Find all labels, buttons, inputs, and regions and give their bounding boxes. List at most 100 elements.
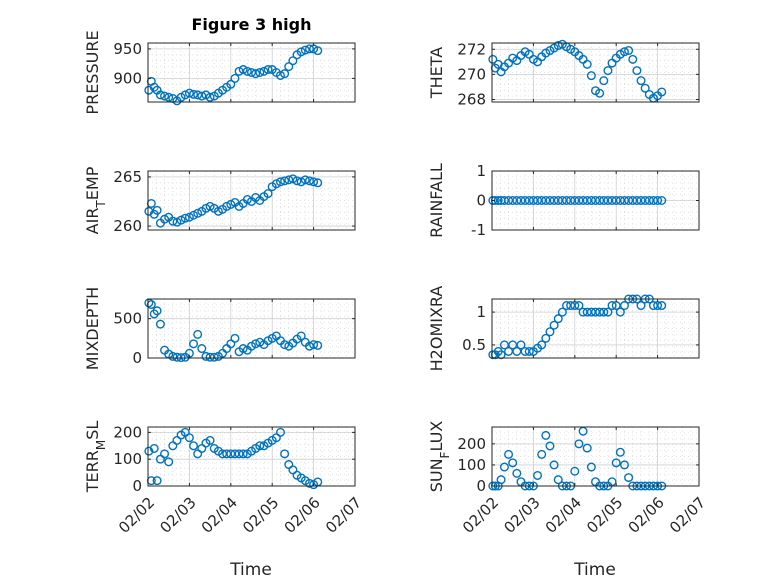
data-point-air-temp [226, 199, 236, 209]
y-tick-label-pressure: 900 [113, 69, 142, 87]
data-point-theta [599, 76, 609, 86]
data-point-theta [636, 76, 646, 86]
y-tick-label-air-temp: 260 [113, 217, 142, 235]
y-tick-label-terr-msl: 200 [113, 423, 142, 441]
data-point-h2omixra [541, 333, 551, 343]
data-point-sun-flux [499, 462, 509, 472]
x-tick-label-terr-msl: 02/03 [156, 494, 199, 537]
data-point-theta [553, 41, 563, 51]
data-point-pressure [149, 82, 159, 92]
data-point-pressure [255, 67, 265, 77]
data-point-air-temp [288, 174, 298, 184]
x-tick-label-terr-msl: 02/05 [239, 494, 282, 537]
data-point-sun-flux [570, 466, 580, 476]
data-point-air-temp [222, 201, 232, 211]
data-point-air-temp [296, 177, 306, 187]
x-tick-label-sun-flux: 02/04 [542, 494, 585, 537]
y-tick-label-terr-msl: 100 [113, 450, 142, 468]
data-point-sun-flux [624, 473, 634, 483]
data-point-pressure [230, 73, 240, 83]
data-point-mixdepth [280, 340, 290, 350]
data-point-air-temp [271, 179, 281, 189]
data-point-h2omixra [574, 301, 584, 311]
data-point-mixdepth [313, 340, 323, 350]
data-point-theta [586, 71, 596, 81]
y-axis-label-sun-flux: SUNFLUX [427, 421, 452, 493]
axes-frame-mixdepth [147, 298, 356, 359]
data-point-sun-flux [533, 470, 543, 480]
data-point-pressure [280, 69, 290, 79]
y-tick-label-air-temp: 265 [113, 168, 142, 186]
y-tick-label-theta: 270 [457, 65, 486, 83]
axes-frame-sun-flux [491, 426, 700, 487]
data-point-rainfall [657, 195, 667, 205]
x-axis-label-left: Time [229, 560, 272, 580]
axes-frame-terr-msl [147, 426, 356, 487]
data-point-sun-flux [553, 475, 563, 485]
subplot-mixdepth: 0 500 MIXDEPTH [83, 287, 356, 370]
y-tick-label-sun-flux: 0 [476, 477, 486, 495]
data-point-h2omixra [557, 307, 567, 317]
data-point-theta [657, 87, 667, 97]
data-point-h2omixra [615, 307, 625, 317]
y-axis-label-rainfall: RAINFALL [427, 163, 446, 238]
data-point-mixdepth [189, 339, 199, 349]
data-point-pressure [263, 65, 273, 75]
data-point-air-temp [205, 201, 215, 211]
data-point-mixdepth [205, 352, 215, 362]
data-point-h2omixra [657, 301, 667, 311]
data-point-pressure [184, 88, 194, 98]
data-point-air-temp [280, 176, 290, 186]
x-tick-label-sun-flux: 02/03 [500, 494, 543, 537]
data-point-sun-flux [615, 447, 625, 457]
data-point-sun-flux [496, 475, 506, 485]
data-point-pressure [304, 44, 314, 54]
data-point-air-temp [213, 206, 223, 216]
y-tick-label-theta: 272 [457, 40, 486, 58]
data-point-air-temp [180, 213, 190, 223]
data-point-theta [595, 88, 605, 98]
subplot-rainfall: -1 0 1 RAINFALL [427, 162, 700, 239]
data-point-air-temp [193, 208, 203, 218]
data-point-terr-msl [189, 441, 199, 451]
data-point-mixdepth [296, 331, 306, 341]
data-point-terr-msl [184, 433, 194, 443]
y-tick-label-rainfall: -1 [471, 221, 486, 239]
data-point-sun-flux [574, 439, 584, 449]
data-point-pressure [313, 46, 323, 56]
data-point-mixdepth [201, 351, 211, 361]
data-point-sun-flux [541, 430, 551, 440]
data-point-terr-msl [149, 443, 159, 453]
subplot-air-temp: 260 265 AIRTEMP [83, 166, 356, 235]
data-point-h2omixra [553, 314, 563, 324]
data-point-mixdepth [251, 339, 261, 349]
data-point-air-temp [309, 177, 319, 187]
data-point-air-temp [160, 214, 170, 224]
data-point-air-temp [300, 175, 310, 185]
data-point-h2omixra [549, 320, 559, 330]
y-axis-label-theta: THETA [427, 47, 446, 99]
data-point-theta [632, 66, 642, 76]
data-point-theta [624, 46, 634, 56]
data-point-sun-flux [545, 441, 555, 451]
y-tick-label-sun-flux: 100 [457, 456, 486, 474]
data-point-h2omixra [619, 301, 629, 311]
subplot-pressure: 900 950 PRESSURE Figure 3 high [83, 15, 356, 115]
data-point-mixdepth [238, 344, 248, 354]
data-point-mixdepth [168, 351, 178, 361]
data-point-terr-msl [275, 427, 285, 437]
data-point-h2omixra [545, 327, 555, 337]
data-point-h2omixra [636, 301, 646, 311]
data-point-pressure [251, 69, 261, 79]
data-point-air-temp [275, 177, 285, 187]
y-tick-label-theta: 268 [457, 90, 486, 108]
data-point-air-temp [184, 212, 194, 222]
data-point-mixdepth [304, 341, 314, 351]
data-point-pressure [180, 90, 190, 100]
data-point-h2omixra [537, 340, 547, 350]
data-point-pressure [300, 45, 310, 55]
axes-frame-theta [491, 42, 700, 103]
y-axis-label-air-temp: AIRTEMP [83, 166, 108, 234]
